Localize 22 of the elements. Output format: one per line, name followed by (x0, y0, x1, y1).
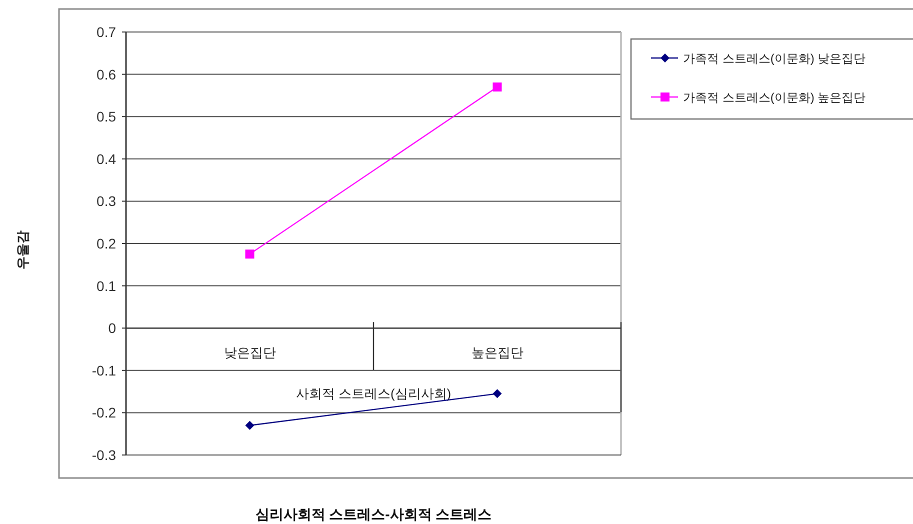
y-tick-label: 0.2 (96, 236, 116, 252)
xlabel: 사회적 스트레스(심리사회) (296, 386, 452, 402)
y-tick-label: 0.3 (96, 193, 116, 210)
legend-label: 가족적 스트레스(이문화) 높은집단 (683, 90, 866, 104)
legend-label: 가족적 스트레스(이문화) 낮은집단 (683, 52, 866, 66)
point (245, 250, 254, 259)
x-tick-label: 높은집단 (471, 345, 524, 360)
y-tick-label: 0.5 (96, 108, 116, 125)
point (245, 420, 254, 430)
y-tick-label: 0.1 (96, 278, 116, 294)
x-tick-label: 낮은집단 (224, 345, 276, 360)
annotation: 심리사회적 스트레스-사회적 스트레스 (255, 506, 492, 522)
y-tick-label: -0.1 (92, 362, 116, 378)
y-tick-label: 0.4 (96, 150, 116, 167)
y-tick-label: -0.2 (92, 404, 116, 421)
y-tick-label: -0.3 (92, 447, 116, 463)
y-tick-label: 0.7 (96, 24, 116, 40)
point (492, 82, 502, 92)
point (492, 389, 502, 398)
y-tick-label: 0.6 (96, 66, 116, 82)
y-tick-label: 0 (108, 320, 116, 336)
ylabel: 우울감 (15, 230, 30, 270)
